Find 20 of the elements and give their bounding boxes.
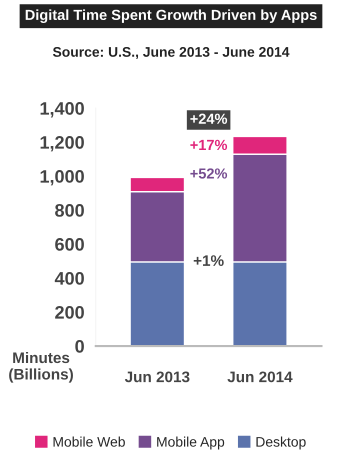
y-tick-label: 200 — [55, 306, 84, 319]
y-tick-label: 400 — [54, 272, 84, 285]
y-tick-label: 1,200 — [40, 136, 84, 152]
annotation: +52% — [190, 168, 228, 179]
legend-label: Mobile Web — [54, 436, 125, 447]
x-tick-label: Jun 2013 — [124, 371, 190, 382]
legend-label: Mobile App — [157, 436, 224, 450]
y-tick-label: 600 — [55, 238, 84, 251]
x-tick-label: Jun 2014 — [227, 371, 293, 382]
y-tick-label: 1,000 — [40, 170, 84, 186]
chart-title: Digital Time Spent Growth Driven by Apps — [26, 9, 317, 23]
y-axis-title: Minutes (Billions) — [9, 352, 73, 383]
y-tick-label: 800 — [55, 204, 84, 217]
y-tick-label: 1,400 — [40, 102, 84, 118]
annotation: +1% — [194, 255, 224, 266]
annotation: +24% — [190, 114, 228, 124]
y-tick-label: 0 — [75, 340, 84, 353]
chart-subtitle: Source: U.S., June 2013 - June 2014 — [52, 47, 290, 59]
annotation: +17% — [190, 140, 228, 150]
legend-label: Desktop — [256, 436, 306, 450]
